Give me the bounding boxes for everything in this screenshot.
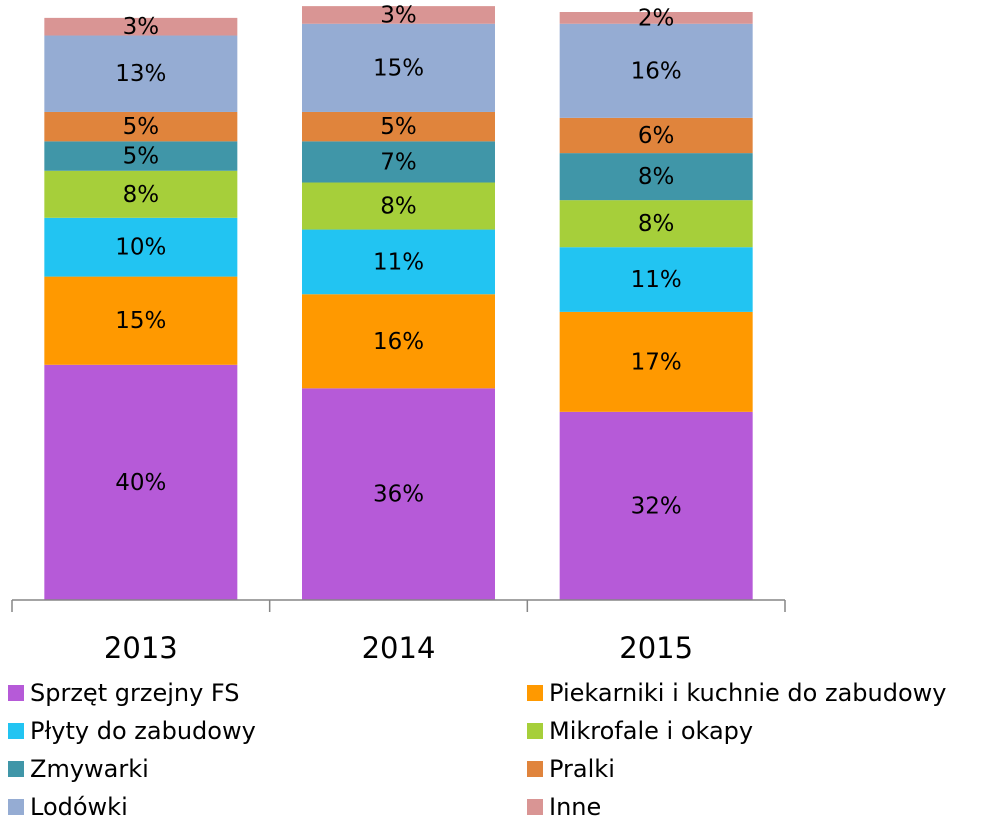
bar-segment [302,23,495,112]
bar-segment [302,111,495,142]
legend-swatch [8,723,24,739]
bar-segment [559,12,753,24]
data-label: 40% [115,470,166,496]
bar-segment [44,17,238,36]
data-label: 16% [373,329,424,355]
legend-swatch [527,799,543,815]
data-label: 2% [638,5,675,31]
legend-swatch [527,761,543,777]
legend-swatch [8,799,24,815]
data-label: 16% [631,58,682,84]
data-label: 5% [380,114,417,140]
data-label: 8% [638,164,675,190]
bar-segment [559,117,753,154]
bar-segment [44,141,238,171]
legend-label: Lodówki [30,793,128,821]
bar-segment [559,247,753,312]
data-label: 10% [115,235,166,261]
data-label: 8% [380,194,417,220]
x-tick-label: 2015 [619,631,693,665]
data-label: 32% [631,493,682,519]
data-label: 11% [373,249,424,275]
data-label: 8% [638,211,675,237]
legend-swatch [527,723,543,739]
bar-segment [302,6,495,24]
bar-segment [44,217,238,277]
data-label: 8% [123,182,160,208]
bar-segment [44,111,238,142]
data-label: 36% [373,482,424,508]
x-tick-label: 2013 [104,631,178,665]
bar-segment [44,276,238,365]
legend-label: Płyty do zabudowy [30,717,256,745]
legend-label: Sprzęt grzejny FS [30,679,240,707]
data-label: 15% [373,55,424,81]
bar-segment [44,170,238,218]
bar-segment [559,200,753,248]
bar-segment [302,141,495,183]
legend-swatch [527,685,543,701]
data-label: 13% [115,61,166,87]
legend-swatch [8,685,24,701]
legend-swatch [8,761,24,777]
legend-label: Pralki [549,755,615,783]
data-label: 15% [115,308,166,334]
bar-segment [302,294,495,389]
bar-segment [44,364,238,600]
data-label: 5% [123,114,160,140]
legend-label: Mikrofale i okapy [549,717,753,745]
bar-segment [559,311,753,412]
bar-segment [559,411,753,600]
data-label: 3% [380,2,417,28]
data-label: 3% [123,14,160,40]
x-tick-label: 2014 [362,631,436,665]
bar-segment [559,153,753,201]
data-label: 6% [638,123,675,149]
legend-label: Inne [549,793,601,821]
bar-segment [302,182,495,230]
bar-segment [559,23,753,118]
legend-label: Piekarniki i kuchnie do zabudowy [549,679,946,707]
bar-segment [302,388,495,600]
data-label: 7% [380,149,417,175]
data-label: 17% [631,349,682,375]
data-label: 11% [631,267,682,293]
data-label: 5% [123,144,160,170]
bar-segment [44,35,238,112]
legend-label: Zmywarki [30,755,149,783]
bar-segment [302,229,495,295]
